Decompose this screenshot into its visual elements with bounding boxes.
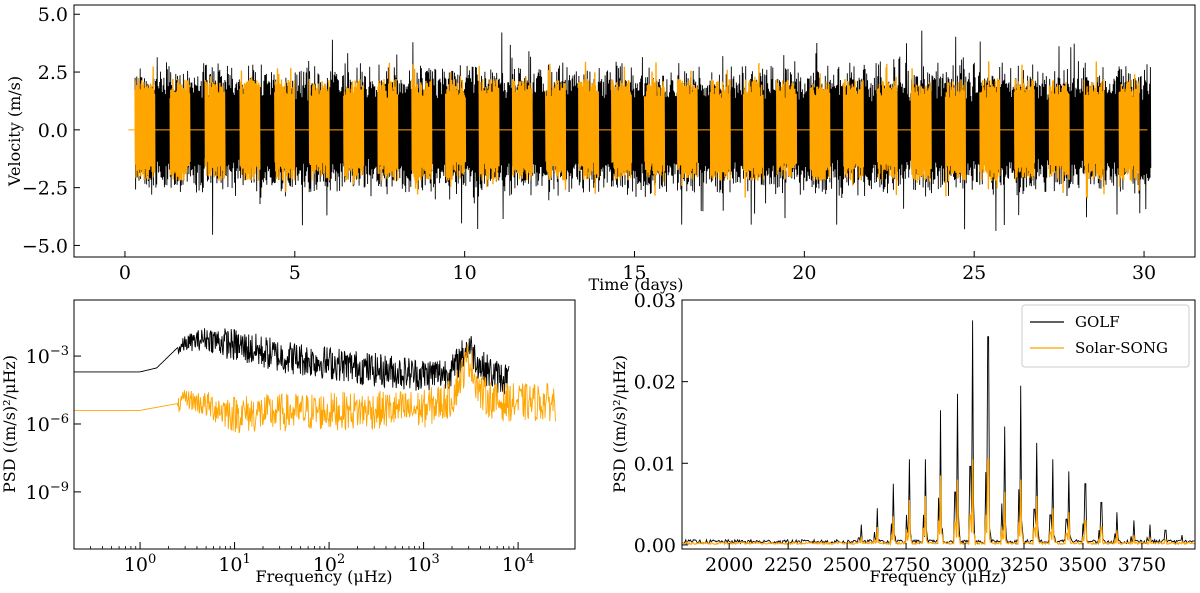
frequency-log-tick-label: 102 (313, 552, 345, 576)
frequency-linear-tick-label: 2750 (882, 554, 930, 576)
golf-psd-loglog-line (74, 328, 510, 395)
psd-linear-tick-label: 0.03 (634, 290, 676, 312)
psd-log-tick-label: 10−6 (26, 412, 69, 436)
legend-golf-label: GOLF (1075, 313, 1120, 331)
frequency-log-tick-label: 100 (124, 552, 156, 576)
psd-loglog-frequency-axis-label: Frequency (μHz) (256, 567, 393, 586)
psd-loglog-axis-ticks: 100 101 102 103 104 10−3 10−6 10−9 (26, 344, 535, 576)
psd-loglog-psd-axis-label: PSD ((m/s)²/μHz) (0, 355, 19, 493)
frequency-log-tick-label: 103 (407, 552, 439, 576)
time-tick-label: 0 (119, 262, 131, 284)
solar-song-velocity-line (134, 61, 1140, 199)
psd-linear-psd-axis-label: PSD ((m/s)²/μHz) (610, 355, 629, 493)
time-tick-label: 25 (962, 262, 986, 284)
psd-linear-series-layer (681, 320, 1195, 547)
solar-song-psd-linear-line (681, 458, 1195, 547)
velocity-series-layer (128, 30, 1152, 235)
psd-linear-axis-ticks: 2000 2250 2500 2750 3000 3250 3500 3750 0.00 0.01… (634, 290, 1166, 576)
frequency-linear-tick-label: 3500 (1059, 554, 1107, 576)
frequency-linear-tick-label: 2250 (764, 554, 812, 576)
frequency-linear-tick-label: 3250 (1000, 554, 1048, 576)
legend: GOLF Solar-SONG (1021, 304, 1190, 368)
psd-loglog-plot-frame (73, 299, 576, 550)
legend-box (1021, 304, 1190, 368)
velocity-time-series-panel: 0 5 10 15 20 25 30 −5.0 −2.5 0.0 2.5 5.0 Time (days… (5, 4, 1196, 294)
psd-linear-tick-label: 0.01 (634, 453, 676, 475)
legend-solar-song-label: Solar-SONG (1075, 339, 1168, 357)
velocity-tick-label: 2.5 (38, 62, 68, 84)
frequency-log-tick-label: 104 (502, 552, 534, 576)
solar-song-psd-loglog-line (74, 343, 557, 434)
velocity-tick-label: −2.5 (22, 178, 68, 200)
psd-linear-plot-frame (681, 299, 1196, 550)
time-tick-label: 30 (1132, 262, 1156, 284)
velocity-tick-label: −5.0 (22, 235, 68, 257)
psd-linear-panel: 2000 2250 2500 2750 3000 3250 3500 3750 0.00 0.01… (610, 290, 1196, 586)
time-tick-label: 10 (453, 262, 477, 284)
psd-linear-frequency-axis-label: Frequency (μHz) (870, 567, 1007, 586)
frequency-linear-tick-label: 3750 (1118, 554, 1166, 576)
frequency-linear-tick-label: 2000 (705, 554, 753, 576)
psd-log-tick-label: 10−3 (26, 344, 69, 368)
time-axis-label: Time (days) (588, 275, 683, 294)
psd-log-tick-label: 10−9 (26, 480, 69, 504)
psd-loglog-panel: 100 101 102 103 104 10−3 10−6 10−9 Frequency (μ… (0, 299, 576, 586)
velocity-axis-label: Velocity (m/s) (5, 76, 24, 187)
psd-linear-tick-label: 0.02 (634, 372, 676, 394)
frequency-log-tick-label: 101 (218, 552, 250, 576)
time-tick-label: 20 (792, 262, 816, 284)
frequency-linear-tick-label: 2500 (823, 554, 871, 576)
velocity-tick-label: 5.0 (38, 4, 68, 26)
velocity-tick-label: 0.0 (38, 120, 68, 142)
psd-loglog-series-layer (74, 328, 557, 434)
time-tick-label: 15 (622, 262, 646, 284)
time-tick-label: 5 (289, 262, 301, 284)
frequency-linear-tick-label: 3000 (941, 554, 989, 576)
velocity-axis-ticks: 0 5 10 15 20 25 30 −5.0 −2.5 0.0 2.5 5.0 (22, 4, 1156, 284)
psd-linear-tick-label: 0.00 (634, 535, 676, 557)
